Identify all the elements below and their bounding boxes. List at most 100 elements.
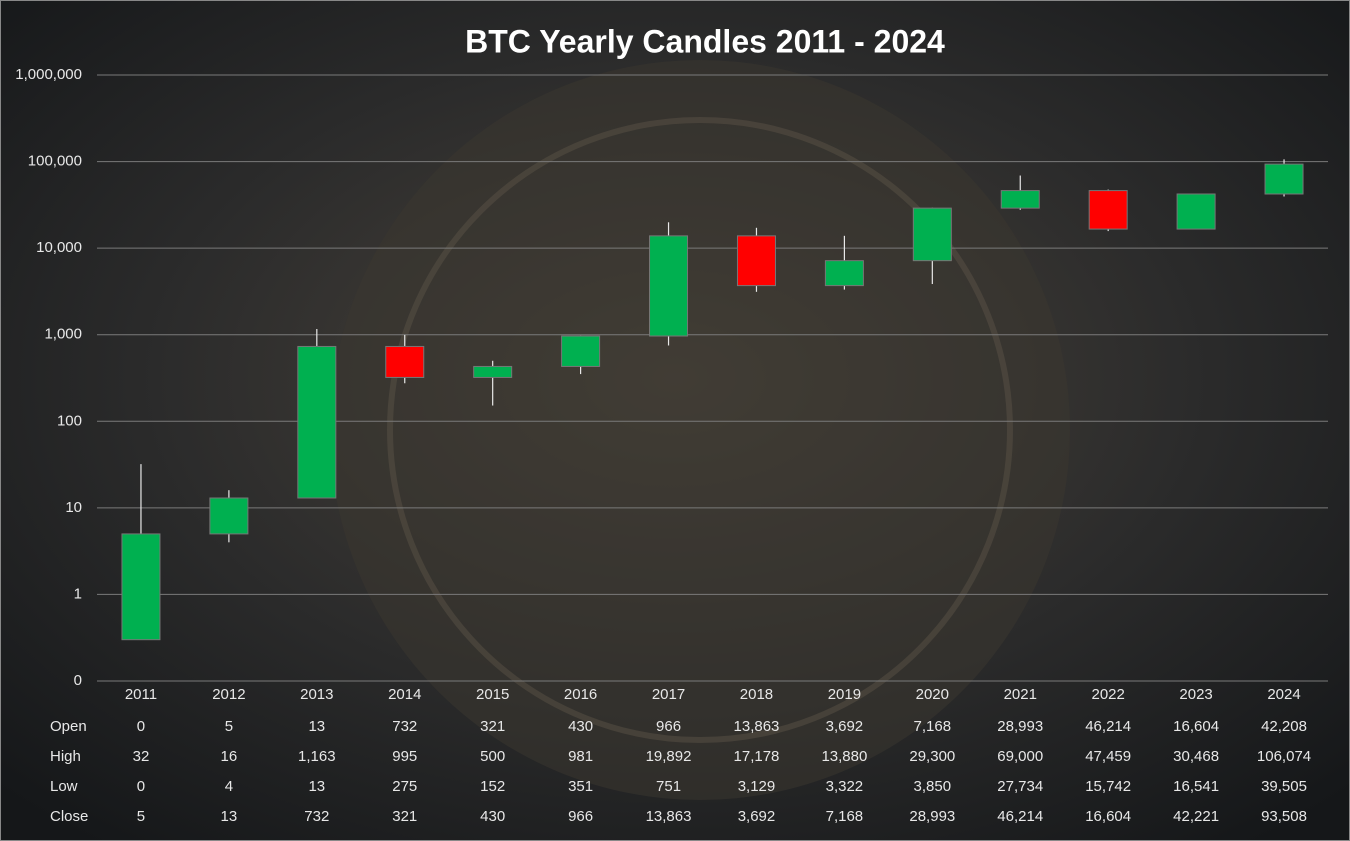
table-cell: 13	[308, 718, 325, 735]
table-cell: 732	[392, 718, 417, 735]
table-cell: 13,880	[821, 748, 867, 765]
candle-body	[121, 533, 161, 641]
x-tick-label: 2012	[212, 686, 245, 703]
candle-body	[1264, 163, 1304, 195]
table-cell: 15,742	[1085, 778, 1131, 795]
table-cell: 751	[656, 778, 681, 795]
table-cell: 966	[656, 718, 681, 735]
table-cell: 275	[392, 778, 417, 795]
table-cell: 430	[480, 808, 505, 825]
table-cell: 430	[568, 718, 593, 735]
table-cell: 5	[137, 808, 145, 825]
table-cell: 500	[480, 748, 505, 765]
table-row-label: Low	[50, 778, 78, 795]
table-cell: 32	[133, 748, 150, 765]
table-cell: 17,178	[734, 748, 780, 765]
table-cell: 16	[221, 748, 238, 765]
table-cell: 1,163	[298, 748, 336, 765]
table-cell: 47,459	[1085, 748, 1131, 765]
table-cell: 5	[225, 718, 233, 735]
table-cell: 28,993	[909, 808, 955, 825]
table-cell: 351	[568, 778, 593, 795]
table-cell: 3,322	[826, 778, 864, 795]
table-cell: 0	[137, 718, 145, 735]
table-cell: 42,221	[1173, 808, 1219, 825]
coin-decoration	[330, 60, 1070, 800]
table-cell: 995	[392, 748, 417, 765]
table-cell: 3,692	[738, 808, 776, 825]
candle-body	[824, 260, 864, 287]
x-tick-label: 2024	[1267, 686, 1300, 703]
x-tick-label: 2013	[300, 686, 333, 703]
candle-body	[385, 345, 425, 378]
x-tick-label: 2018	[740, 686, 773, 703]
x-tick-label: 2015	[476, 686, 509, 703]
table-cell: 69,000	[997, 748, 1043, 765]
coin-ring	[387, 117, 1013, 743]
table-cell: 28,993	[997, 718, 1043, 735]
table-cell: 93,508	[1261, 808, 1307, 825]
candle-body	[649, 235, 689, 337]
y-tick-label: 10,000	[36, 239, 82, 256]
table-cell: 29,300	[909, 748, 955, 765]
table-cell: 16,604	[1085, 808, 1131, 825]
table-cell: 16,541	[1173, 778, 1219, 795]
x-tick-label: 2023	[1179, 686, 1212, 703]
table-cell: 13,863	[734, 718, 780, 735]
y-tick-label: 1,000,000	[15, 66, 82, 83]
candle-body	[736, 235, 776, 287]
table-cell: 0	[137, 778, 145, 795]
table-cell: 39,505	[1261, 778, 1307, 795]
y-tick-label: 1	[74, 585, 82, 602]
x-tick-label: 2016	[564, 686, 597, 703]
y-tick-label: 100,000	[28, 153, 82, 170]
x-tick-label: 2017	[652, 686, 685, 703]
table-cell: 19,892	[646, 748, 692, 765]
x-tick-label: 2022	[1091, 686, 1124, 703]
candle-body	[1088, 190, 1128, 230]
table-cell: 7,168	[826, 808, 864, 825]
table-cell: 30,468	[1173, 748, 1219, 765]
table-cell: 13,863	[646, 808, 692, 825]
table-cell: 7,168	[914, 718, 952, 735]
candle-body	[297, 345, 337, 499]
table-cell: 106,074	[1257, 748, 1311, 765]
candle-body	[912, 207, 952, 262]
table-cell: 46,214	[997, 808, 1043, 825]
y-tick-label: 100	[57, 412, 82, 429]
table-row-label: High	[50, 748, 81, 765]
table-cell: 13	[308, 778, 325, 795]
table-cell: 3,129	[738, 778, 776, 795]
table-row-label: Close	[50, 808, 88, 825]
table-cell: 321	[392, 808, 417, 825]
chart-title: BTC Yearly Candles 2011 - 2024	[465, 23, 945, 59]
table-cell: 981	[568, 748, 593, 765]
x-tick-label: 2021	[1004, 686, 1037, 703]
table-cell: 152	[480, 778, 505, 795]
x-tick-label: 2020	[916, 686, 949, 703]
table-cell: 966	[568, 808, 593, 825]
table-cell: 16,604	[1173, 718, 1219, 735]
table-cell: 27,734	[997, 778, 1043, 795]
table-cell: 3,692	[826, 718, 864, 735]
table-row-label: Open	[50, 718, 87, 735]
table-cell: 732	[304, 808, 329, 825]
table-cell: 13	[221, 808, 238, 825]
x-tick-label: 2014	[388, 686, 421, 703]
candle-body	[473, 365, 513, 378]
table-cell: 3,850	[914, 778, 952, 795]
candle-body	[1000, 190, 1040, 209]
table-cell: 4	[225, 778, 233, 795]
table-cell: 46,214	[1085, 718, 1131, 735]
x-tick-label: 2011	[125, 686, 157, 703]
candle-body	[561, 335, 601, 367]
y-tick-label: 0	[74, 672, 82, 689]
table-cell: 321	[480, 718, 505, 735]
candle-body	[209, 497, 249, 535]
x-tick-label: 2019	[828, 686, 861, 703]
candle-body	[1176, 193, 1216, 230]
y-tick-label: 10	[65, 499, 82, 516]
y-tick-label: 1,000	[44, 326, 82, 343]
table-cell: 42,208	[1261, 718, 1307, 735]
